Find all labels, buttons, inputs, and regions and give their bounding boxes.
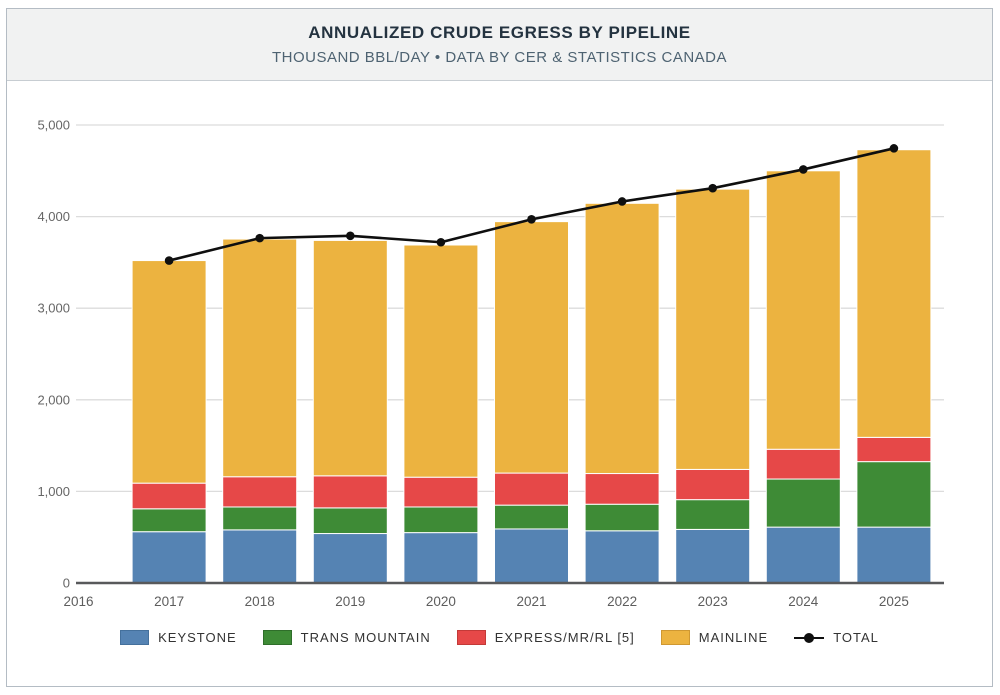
bar-segment — [675, 528, 751, 584]
total-point — [255, 233, 264, 243]
chart-plot-svg: 0 1,000 2,000 3,000 4,000 5,000 2016 2017 2018 20… — [37, 118, 944, 609]
chart-region: 0 1,000 2,000 3,000 4,000 5,000 2016 2017 2018 20… — [7, 81, 992, 685]
chart-header: ANNUALIZED CRUDE EGRESS BY PIPELINE THOU… — [7, 9, 992, 81]
total-point — [527, 215, 536, 224]
keystone-swatch-icon — [120, 630, 150, 645]
bar-segment — [222, 238, 298, 478]
bar-segment — [131, 260, 207, 484]
x-axis-tick-label: 2020 — [426, 594, 456, 609]
legend-item-trans-mountain: TRANS MOUNTAIN — [262, 630, 431, 645]
bar-segment — [584, 473, 660, 505]
legend-label-express: EXPRESS/MR/RL [5] — [494, 630, 635, 645]
legend-label-trans-mountain: TRANS MOUNTAIN — [300, 630, 431, 645]
bar-segment — [584, 503, 660, 532]
legend-label-keystone: KEYSTONE — [158, 630, 237, 645]
legend-label-total: TOTAL — [833, 630, 879, 645]
y-axis-tick-label: 2,000 — [37, 392, 70, 407]
bar-segment — [131, 482, 207, 510]
bar-segment — [312, 475, 388, 509]
total-point — [164, 256, 174, 265]
bar-segment — [584, 202, 660, 475]
bar-segment — [765, 170, 841, 450]
bar-segment — [675, 188, 751, 470]
x-axis-tick-label: 2021 — [516, 594, 546, 609]
express-swatch-icon — [456, 630, 486, 645]
bar-segment — [403, 532, 479, 584]
chart-subtitle: THOUSAND BBL/DAY • DATA BY CER & STATIST… — [271, 49, 728, 66]
x-axis-tick-label: 2025 — [879, 594, 909, 609]
y-axis-tick-label: 4,000 — [37, 209, 70, 224]
bar-segment — [494, 504, 569, 530]
total-point — [708, 183, 717, 193]
bar-segment — [494, 472, 569, 506]
total-point — [436, 237, 446, 247]
x-axis-tick-label: 2024 — [788, 594, 819, 609]
bar-segment — [494, 528, 569, 584]
legend-item-keystone: KEYSTONE — [120, 630, 237, 645]
bar-segment — [222, 476, 298, 508]
bar-segment — [856, 526, 932, 584]
y-axis-tick-label: 0 — [63, 576, 70, 591]
bar-segment — [675, 499, 751, 530]
bar-segment — [494, 221, 569, 474]
legend-item-mainline: MAINLINE — [660, 630, 769, 645]
y-axis-tick-label: 1,000 — [37, 484, 70, 499]
bar-segment — [584, 530, 660, 584]
x-axis-tick-label: 2017 — [154, 594, 184, 609]
total-point — [617, 197, 627, 206]
bar-segment — [312, 507, 388, 535]
bar-segment — [312, 533, 388, 584]
chart-title: ANNUALIZED CRUDE EGRESS BY PIPELINE — [308, 23, 691, 42]
bar-segment — [675, 468, 751, 501]
bar-segment — [222, 506, 298, 531]
y-axis-tick-label: 5,000 — [37, 118, 70, 133]
x-axis-tick-label: 2019 — [335, 594, 365, 609]
bar-segment — [131, 531, 207, 584]
trans-mountain-swatch-icon — [262, 630, 292, 645]
x-axis-tick-label: 2023 — [698, 594, 728, 609]
bar-segment — [312, 239, 388, 477]
bar-segment — [856, 149, 932, 438]
bar-segment — [765, 478, 841, 528]
bar-segment — [131, 508, 207, 533]
bar-segment — [403, 244, 479, 478]
bar-segment — [765, 448, 841, 480]
mainline-swatch-icon — [660, 630, 690, 645]
y-axis-tick-label: 3,000 — [37, 301, 70, 316]
legend-label-mainline: MAINLINE — [698, 630, 769, 645]
bar-segment — [403, 476, 479, 508]
bar-segment — [222, 529, 298, 584]
bar-segment — [765, 526, 841, 584]
x-axis-tick-label: 2022 — [607, 594, 637, 609]
total-point — [799, 165, 808, 174]
legend-item-total: TOTAL — [794, 630, 879, 645]
chart-frame: ANNUALIZED CRUDE EGRESS BY PIPELINE THOU… — [6, 8, 993, 687]
bar-segment — [403, 506, 479, 534]
legend-item-express: EXPRESS/MR/RL [5] — [456, 630, 635, 645]
total-point — [889, 144, 899, 153]
bar-segment — [856, 436, 932, 463]
bar-segment — [856, 461, 932, 528]
x-axis-tick-label: 2018 — [245, 594, 275, 609]
total-line-marker-icon — [794, 632, 825, 644]
total-point — [346, 231, 355, 241]
chart-legend: KEYSTONE TRANS MOUNTAIN EXPRESS/MR/RL [5… — [7, 630, 992, 645]
x-axis-tick-label: 2016 — [63, 594, 93, 609]
